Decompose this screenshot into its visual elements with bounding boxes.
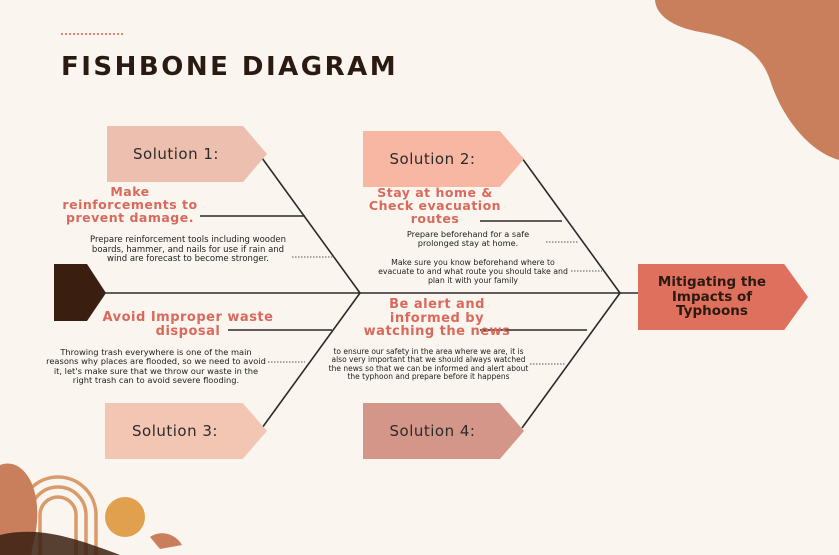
cause-3-heading: Avoid Improper waste disposal xyxy=(102,310,274,339)
effect-head-label: Mitigating the Impacts of Typhoons xyxy=(657,274,767,320)
cause-1-description: Prepare reinforcement tools including wo… xyxy=(90,235,286,265)
cause-2-heading: Stay at home & Check evacuation routes xyxy=(368,185,502,227)
cause-4-description: to ensure our safety in the area where w… xyxy=(328,347,529,382)
solution-1-tag: Solution 1: xyxy=(107,126,267,182)
cause-4-heading: Be alert and informed by watching the ne… xyxy=(363,297,511,340)
cause-2-description-extra: Make sure you know beforehand where to e… xyxy=(378,258,568,285)
bone-4 xyxy=(521,292,621,429)
fish-tail xyxy=(54,264,106,321)
bone-3 xyxy=(261,292,361,429)
decorative-dots xyxy=(60,33,124,35)
solution-1-label: Solution 1: xyxy=(133,145,219,163)
cause-2-description: Prepare beforehand for a safe prolonged … xyxy=(406,229,530,249)
solution-3-label: Solution 3: xyxy=(132,422,218,440)
solution-2-tag: Solution 2: xyxy=(363,131,524,187)
solution-2-label: Solution 2: xyxy=(389,150,476,168)
cause-3-description: Throwing trash everywhere is one of the … xyxy=(46,347,266,386)
solution-4-label: Solution 4: xyxy=(389,422,476,440)
bone-2 xyxy=(521,157,621,294)
page-title: FISHBONE DIAGRAM xyxy=(61,52,399,82)
bone-1 xyxy=(261,157,361,294)
decorative-rainbow-shapes xyxy=(0,463,182,555)
solution-3-tag: Solution 3: xyxy=(105,403,267,459)
solution-4-tag: Solution 4: xyxy=(363,403,524,459)
effect-head-box: Mitigating the Impacts of Typhoons xyxy=(638,264,808,330)
cause-1-heading: Make reinforcements to prevent damage. xyxy=(62,184,198,226)
